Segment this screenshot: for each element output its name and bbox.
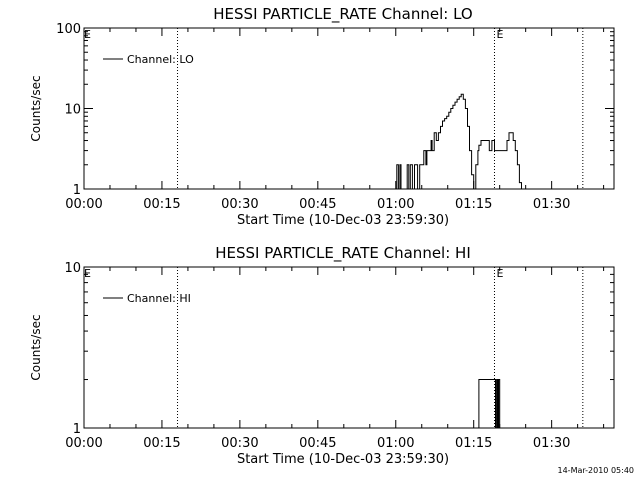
- x-tick-label: 00:15: [143, 436, 180, 451]
- x-tick-label: 01:00: [377, 436, 414, 451]
- y-tick-label: 1: [73, 422, 81, 437]
- x-tick-label: 00:45: [299, 197, 336, 212]
- x-axis-label: Start Time (10-Dec-03 23:59:30): [237, 452, 449, 467]
- y-tick-label: 10: [64, 103, 81, 118]
- x-axis-label: Start Time (10-Dec-03 23:59:30): [237, 213, 449, 228]
- x-tick-label: 00:45: [299, 436, 336, 451]
- chart-panel-2: HESSI PARTICLE_RATE Channel: HI 00:00 00:1…: [29, 244, 615, 467]
- y-axis-label: Counts/sec: [29, 75, 43, 141]
- left-edge-marker: E: [84, 267, 91, 280]
- series-line: [395, 93, 522, 190]
- x-tick-label: 01:15: [455, 197, 492, 212]
- x-tick-label: 01:30: [533, 436, 570, 451]
- plot-timestamp: 14-Mar-2010 05:40: [557, 466, 635, 475]
- left-edge-marker: E: [84, 28, 91, 41]
- y-tick-label: 100: [56, 22, 81, 37]
- x-tick-label: 00:00: [65, 436, 102, 451]
- chart-title: HESSI PARTICLE_RATE Channel: HI: [215, 244, 471, 263]
- x-tick-label: 01:30: [533, 197, 570, 212]
- series-line: [476, 379, 502, 429]
- chart-title: HESSI PARTICLE_RATE Channel: LO: [213, 5, 472, 24]
- chart-panel-1: HESSI PARTICLE_RATE Channel: LO 00:00 00:1…: [29, 5, 615, 228]
- plot-frame: [83, 266, 615, 429]
- y-tick-label: 10: [64, 261, 81, 276]
- event-label: E: [496, 28, 503, 41]
- y-axis-label: Counts/sec: [29, 314, 43, 380]
- x-tick-label: 01:15: [455, 436, 492, 451]
- x-tick-label: 00:30: [221, 436, 258, 451]
- y-tick-label: 1: [73, 183, 81, 198]
- legend-entry: Channel: HI: [127, 292, 191, 305]
- x-tick-label: 00:00: [65, 197, 102, 212]
- x-tick-label: 01:00: [377, 197, 414, 212]
- x-tick-label: 00:15: [143, 197, 180, 212]
- legend-entry: Channel: LO: [127, 53, 194, 66]
- event-label: E: [496, 267, 503, 280]
- x-tick-label: 00:30: [221, 197, 258, 212]
